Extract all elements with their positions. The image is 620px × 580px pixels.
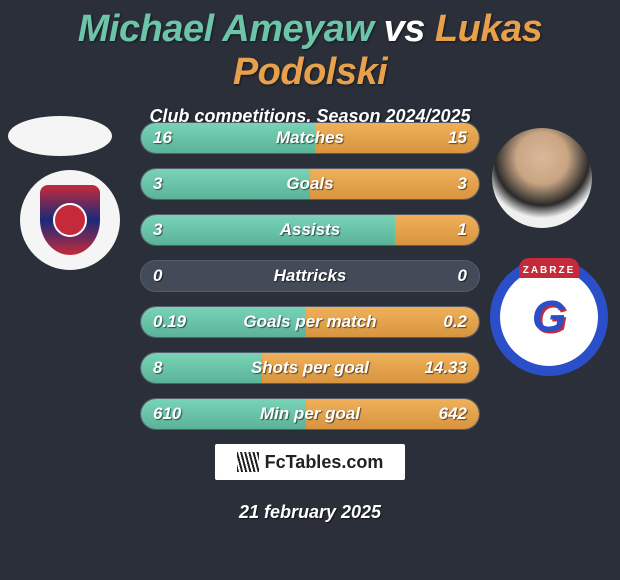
stat-row: 0.19 0.2 Goals per match — [140, 306, 480, 338]
stat-row: 3 3 Goals — [140, 168, 480, 200]
comparison-title: Michael Ameyaw vs Lukas Podolski — [0, 0, 620, 94]
stat-value-left: 0.19 — [153, 312, 186, 332]
stat-row: 16 15 Matches — [140, 122, 480, 154]
stat-label: Goals per match — [243, 312, 376, 332]
player2-avatar — [492, 128, 592, 228]
stat-row: 3 1 Assists — [140, 214, 480, 246]
footer-date: 21 february 2025 — [239, 502, 381, 523]
stat-value-left: 8 — [153, 358, 162, 378]
stat-value-right: 3 — [458, 174, 467, 194]
vs-separator: vs — [384, 8, 425, 50]
player1-avatar — [8, 116, 112, 156]
logo-text: FcTables.com — [265, 452, 384, 473]
stat-label: Assists — [280, 220, 340, 240]
player2-club-crest: ZABRZE G — [490, 258, 608, 376]
stat-value-left: 16 — [153, 128, 172, 148]
stat-row: 8 14.33 Shots per goal — [140, 352, 480, 384]
stat-value-right: 15 — [448, 128, 467, 148]
player1-name: Michael Ameyaw — [78, 8, 374, 50]
stat-label: Matches — [276, 128, 344, 148]
stat-value-right: 642 — [439, 404, 467, 424]
stat-bar-left — [141, 215, 395, 245]
stat-value-right: 14.33 — [424, 358, 467, 378]
player1-club-crest — [20, 170, 120, 270]
gornik-crest-icon: G — [532, 292, 566, 342]
stat-row: 0 0 Hattricks — [140, 260, 480, 292]
stat-value-left: 3 — [153, 220, 162, 240]
stat-row: 610 642 Min per goal — [140, 398, 480, 430]
fctables-logo: FcTables.com — [215, 444, 405, 480]
stats-container: 16 15 Matches 3 3 Goals 3 1 Assists 0 0 Hattricks 0.… — [140, 122, 480, 444]
stat-bar-left — [141, 169, 310, 199]
stat-label: Hattricks — [274, 266, 347, 286]
stat-value-right: 0 — [458, 266, 467, 286]
stat-label: Shots per goal — [251, 358, 369, 378]
stat-label: Goals — [286, 174, 333, 194]
chart-icon — [237, 452, 259, 472]
stat-value-left: 610 — [153, 404, 181, 424]
stat-label: Min per goal — [260, 404, 360, 424]
stat-value-left: 3 — [153, 174, 162, 194]
stat-value-right: 0.2 — [443, 312, 467, 332]
stat-bar-right — [310, 169, 479, 199]
stat-value-left: 0 — [153, 266, 162, 286]
rakow-crest-icon — [40, 185, 100, 255]
crest-right-city: ZABRZE — [523, 265, 576, 276]
stat-value-right: 1 — [458, 220, 467, 240]
